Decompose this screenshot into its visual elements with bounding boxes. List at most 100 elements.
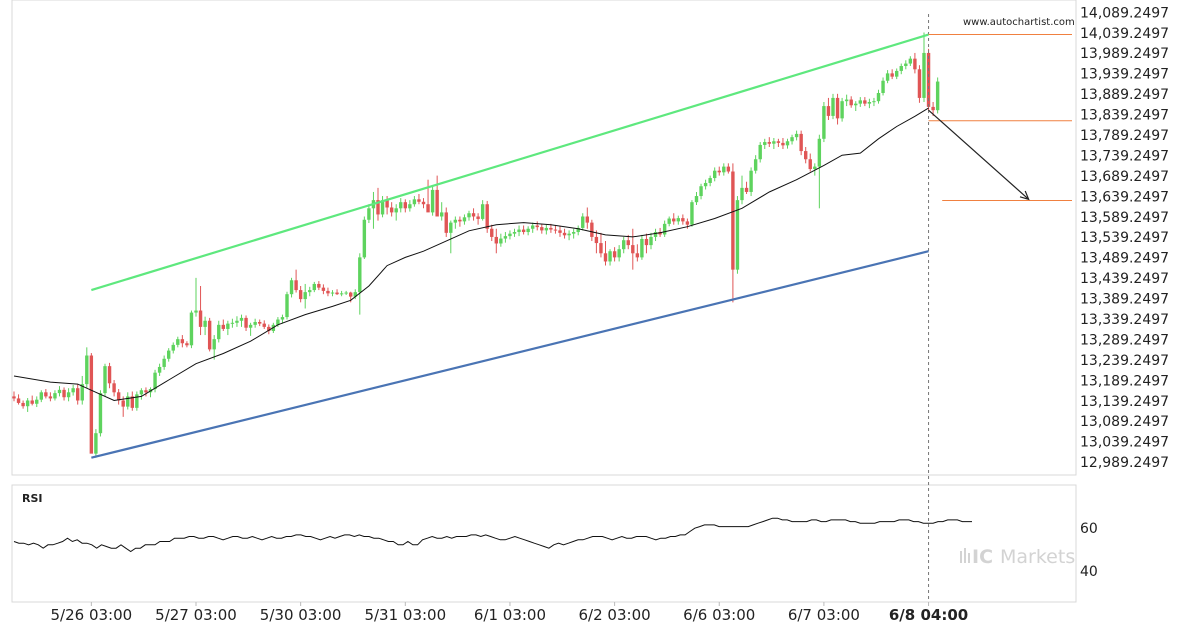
candle-body <box>440 212 444 217</box>
candle-body <box>494 236 498 244</box>
time-axis: 5/26 03:00 5/27 03:00 5/30 03:00 5/31 03:00… <box>51 602 968 624</box>
y-tick-label: 13,339.2497 <box>1080 312 1169 328</box>
candle-body <box>926 52 931 107</box>
candle-body <box>12 396 16 399</box>
y-tick-label: 13,589.2497 <box>1080 210 1169 226</box>
x-tick-label: 6/2 03:00 <box>579 606 651 624</box>
forecast-arrow-head <box>1019 190 1030 201</box>
rsi-panel-frame <box>11 484 1077 603</box>
x-tick-label: 5/26 03:00 <box>51 606 133 624</box>
rsi-title: RSI <box>22 492 43 505</box>
candle-body <box>435 189 439 217</box>
candle-body <box>421 201 426 205</box>
candle-body <box>399 202 403 209</box>
candle-body <box>799 133 803 152</box>
candle-body <box>126 396 130 407</box>
y-tick-label: 13,089.2497 <box>1080 414 1169 430</box>
candle-body <box>763 142 767 145</box>
candle-body <box>503 236 508 239</box>
candle-body <box>462 217 467 222</box>
candle-body <box>21 402 25 407</box>
candle-body <box>417 199 421 202</box>
candle-body <box>935 81 940 111</box>
candle-body <box>576 227 580 233</box>
candle-body <box>267 326 271 331</box>
candle-body <box>53 393 57 399</box>
candle-body <box>71 388 75 393</box>
candle-body <box>676 218 680 222</box>
candle-body <box>244 317 248 328</box>
candle-body <box>740 187 744 201</box>
candle-body <box>198 310 203 327</box>
candle-body <box>194 310 198 313</box>
candle-body <box>922 52 926 98</box>
candle-body <box>98 393 103 434</box>
candle-body <box>817 138 822 167</box>
candle-body <box>471 213 476 217</box>
candle-body <box>822 106 826 139</box>
candle-body <box>594 236 599 244</box>
y-tick-label: 14,089.2497 <box>1080 5 1169 21</box>
candle-body <box>376 200 380 215</box>
x-tick-label: 5/30 03:00 <box>260 606 342 624</box>
channel-lower-line <box>91 250 929 459</box>
candle-body <box>499 238 503 244</box>
candle-body <box>813 166 817 170</box>
candle-body <box>672 218 676 222</box>
candle-body <box>776 141 781 143</box>
candle-body <box>917 69 922 98</box>
candle-body <box>57 389 62 394</box>
candle-body <box>112 383 116 393</box>
y-tick-label: 12,989.2497 <box>1080 455 1169 471</box>
candle-body <box>649 236 653 246</box>
y-tick-label: 13,839.2497 <box>1080 108 1169 124</box>
candle-body <box>44 392 48 397</box>
candle-body <box>717 170 721 173</box>
candle-body <box>330 292 335 294</box>
rsi-line <box>13 517 972 553</box>
candle-body <box>303 292 307 300</box>
candle-body <box>76 388 80 401</box>
brand-ic: IC <box>972 546 993 568</box>
moving-average-series <box>13 107 929 402</box>
y-tick-label: 13,039.2497 <box>1080 435 1169 451</box>
channel-lines <box>91 14 1072 602</box>
x-tick-label: 6/6 03:00 <box>683 606 755 624</box>
candle-body <box>207 320 212 350</box>
brand-bar-2 <box>964 548 966 563</box>
watermark-url: www.autochartist.com <box>963 17 1075 28</box>
candle-body <box>89 355 94 454</box>
candle-body <box>107 366 112 384</box>
candle-body <box>426 204 430 213</box>
candle-body <box>430 189 435 213</box>
candle-body <box>603 253 608 262</box>
candle-body <box>203 320 207 327</box>
candle-body <box>153 372 157 390</box>
candle-body <box>130 396 134 408</box>
candle-body <box>571 232 576 234</box>
candle-body <box>176 339 180 345</box>
candle-body <box>449 222 453 233</box>
candle-body <box>931 106 935 111</box>
candle-body <box>567 233 571 236</box>
candle-body <box>713 170 717 179</box>
candle-body <box>298 290 303 300</box>
y-tick-label: 13,239.2497 <box>1080 353 1169 369</box>
candle-body <box>39 392 43 400</box>
candle-body <box>612 251 617 258</box>
candle-body <box>772 141 776 144</box>
candle-body <box>289 280 294 295</box>
candle-body <box>895 70 899 77</box>
brand-bar-3 <box>968 553 970 563</box>
candle-body <box>121 400 125 407</box>
x-tick-label: 6/7 03:00 <box>788 606 860 624</box>
candle-body <box>626 240 630 246</box>
moving-average-line <box>13 107 929 402</box>
candle-body <box>458 219 462 222</box>
candle-body <box>544 227 549 231</box>
candle-body <box>262 323 266 327</box>
candle-body <box>403 202 407 209</box>
price-panel-frame <box>11 0 1077 476</box>
candle-body <box>335 292 339 295</box>
candle-body <box>294 280 298 291</box>
